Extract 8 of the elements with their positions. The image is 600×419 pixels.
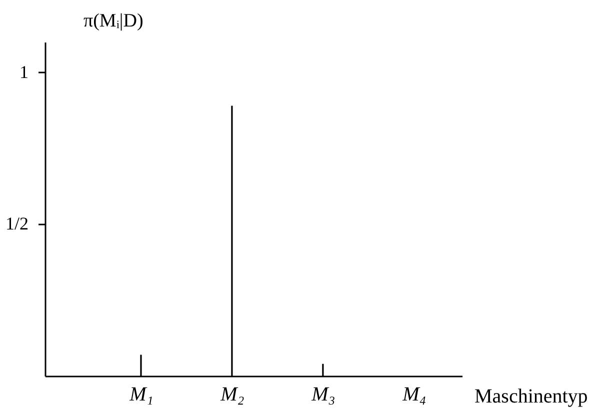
y-axis-title: π(Mᵢ|D) (84, 10, 144, 32)
x-tick-label: M₃ (310, 384, 336, 406)
x-tick-label: M₂ (220, 384, 244, 406)
x-axis-title: Maschinentyp (474, 386, 588, 408)
y-tick-label: 1 (20, 62, 28, 82)
x-tick-label: M₁ (128, 384, 154, 406)
y-tick-label: 1/2 (5, 214, 28, 234)
x-tick-label: M₄ (402, 384, 426, 406)
